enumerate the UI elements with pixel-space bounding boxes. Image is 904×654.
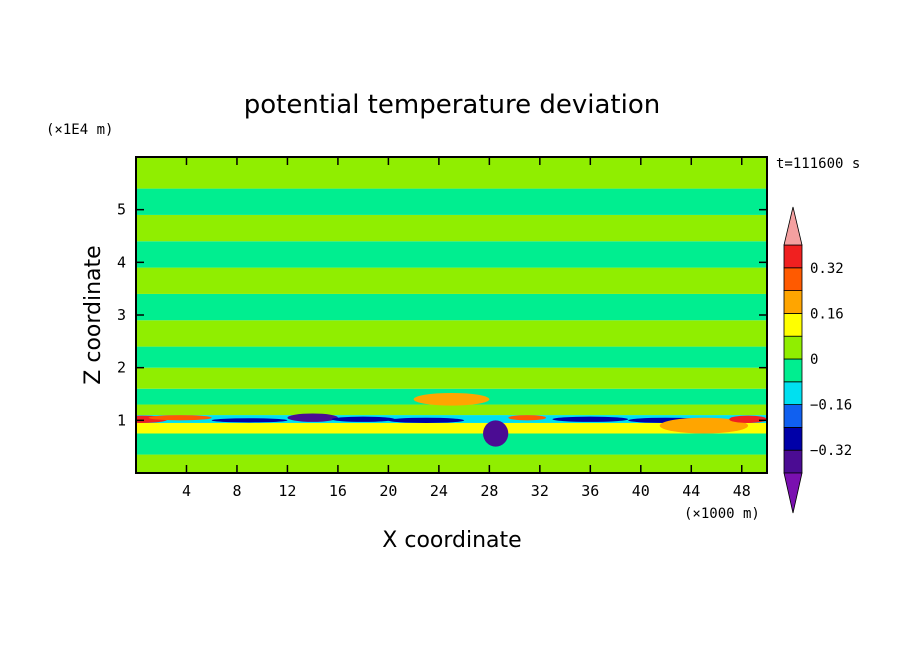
y-tick-label: 5 xyxy=(117,201,126,219)
chart-title: potential temperature deviation xyxy=(244,90,660,120)
x-tick-label: 40 xyxy=(632,482,650,500)
field-feature xyxy=(483,420,509,447)
field-band xyxy=(136,346,767,368)
y-tick-label: 3 xyxy=(117,306,126,324)
x-unit-label: (×1000 m) xyxy=(684,506,760,522)
colorbar-segment xyxy=(783,244,803,269)
field-band xyxy=(136,157,767,189)
x-tick-label: 36 xyxy=(581,482,599,500)
x-tick-label: 32 xyxy=(531,482,549,500)
x-axis-ticks: 4 8 12 16 20 24 28 32 36 40 44 48 xyxy=(182,157,751,500)
x-tick-label: 8 xyxy=(232,482,241,500)
field-feature xyxy=(508,415,547,421)
colorbar-label: 0.16 xyxy=(810,306,844,322)
colorbar-segment xyxy=(783,449,803,474)
x-tick-label: 24 xyxy=(430,482,448,500)
colorbar-segment xyxy=(783,426,803,451)
y-unit-label: (×1E4 m) xyxy=(46,122,113,138)
x-axis-label: X coordinate xyxy=(382,528,521,553)
field-feature xyxy=(552,416,629,422)
field-feature xyxy=(287,413,338,422)
colorbar-bottom-extension xyxy=(783,472,803,514)
colorbar-label: 0.32 xyxy=(810,261,844,277)
y-axis-ticks: 1 2 3 4 5 xyxy=(117,201,767,429)
plot-area xyxy=(135,156,768,474)
colorbar: 0.32 0.16 0 −0.16 −0.32 xyxy=(783,206,852,514)
field-band xyxy=(136,367,767,389)
field-band xyxy=(136,404,767,416)
field-band xyxy=(136,454,767,473)
colorbar-segment xyxy=(783,312,803,337)
y-axis-label: Z coordinate xyxy=(81,245,106,384)
field-feature xyxy=(148,415,212,421)
time-label: t=111600 s xyxy=(776,156,860,172)
x-tick-label: 12 xyxy=(278,482,296,500)
field-feature xyxy=(211,418,288,423)
colorbar-segment xyxy=(783,335,803,360)
x-tick-label: 4 xyxy=(182,482,191,500)
colorbar-segment xyxy=(783,358,803,383)
field-band xyxy=(136,422,767,434)
field-feature xyxy=(413,392,490,406)
y-tick-label: 1 xyxy=(117,411,126,429)
x-tick-label: 20 xyxy=(379,482,397,500)
colorbar-segment xyxy=(783,267,803,291)
colorbar-segment xyxy=(783,404,803,428)
field-feature xyxy=(331,416,395,422)
y-tick-label: 4 xyxy=(117,253,126,271)
colorbar-segment xyxy=(783,290,803,314)
field-band xyxy=(136,267,767,294)
field-band xyxy=(136,188,767,215)
field-feature xyxy=(729,415,767,423)
field-band xyxy=(136,241,767,268)
field-band xyxy=(136,320,767,347)
x-tick-label: 44 xyxy=(682,482,700,500)
field-band xyxy=(136,214,767,242)
colorbar-label: −0.32 xyxy=(810,443,852,459)
colorbar-top-extension xyxy=(783,206,803,246)
contour-field xyxy=(136,157,767,473)
x-tick-label: 48 xyxy=(733,482,751,500)
colorbar-label: 0 xyxy=(810,352,818,368)
colorbar-segment xyxy=(783,381,803,405)
field-feature xyxy=(388,417,465,423)
y-tick-label: 2 xyxy=(117,359,126,377)
x-tick-label: 16 xyxy=(329,482,347,500)
field-band xyxy=(136,433,767,455)
field-band xyxy=(136,293,767,321)
field-feature xyxy=(659,417,749,434)
colorbar-label: −0.16 xyxy=(810,398,852,414)
x-tick-label: 28 xyxy=(480,482,498,500)
